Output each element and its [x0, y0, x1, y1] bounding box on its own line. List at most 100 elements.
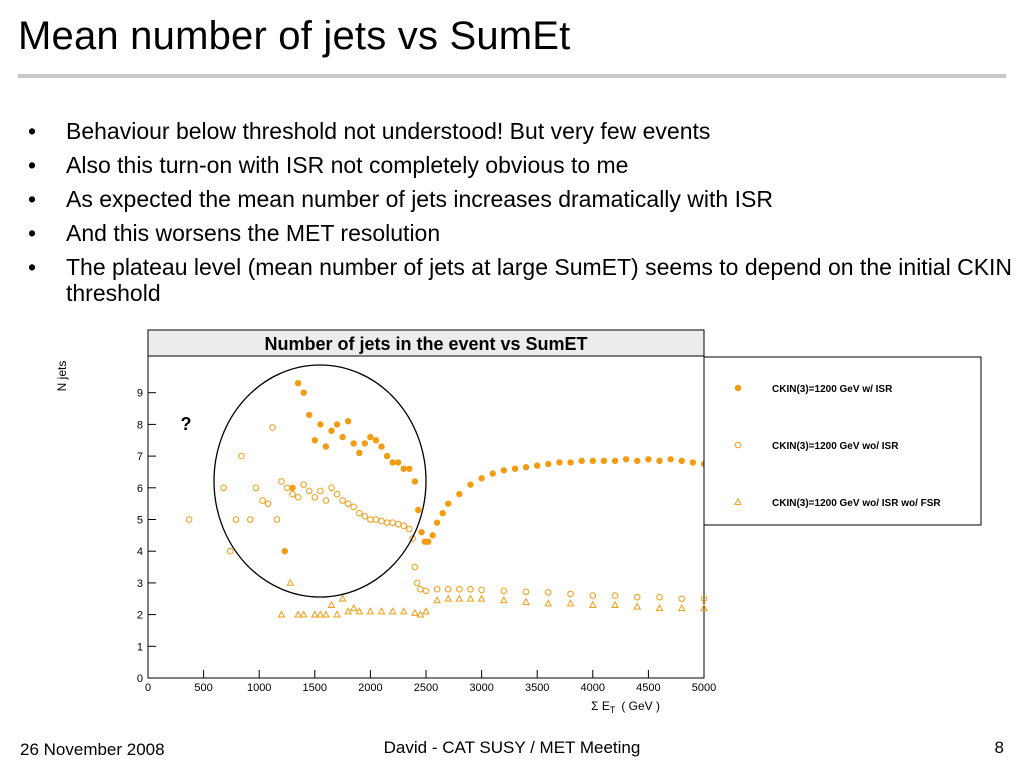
plot-frame — [147, 329, 705, 679]
data-point — [317, 421, 324, 428]
data-point — [444, 594, 453, 602]
bullet-text: Also this turn-on with ISR not completel… — [66, 152, 629, 178]
data-point — [418, 528, 425, 536]
data-point — [634, 457, 641, 465]
data-point — [232, 516, 240, 523]
data-point — [556, 459, 563, 466]
data-point — [283, 484, 291, 492]
data-point — [278, 478, 285, 485]
data-point — [544, 599, 553, 607]
x-axis-label: Σ ET ( GeV ) — [591, 699, 660, 715]
data-point — [467, 585, 474, 593]
data-point — [252, 484, 260, 492]
data-point — [333, 490, 341, 498]
x-tick-label: 4500 — [636, 682, 660, 694]
data-point — [500, 467, 508, 474]
footer-meeting: David - CAT SUSY / MET Meeting — [383, 738, 641, 757]
data-point — [678, 457, 685, 465]
legend-entry-label: CKIN(3)=1200 GeV w/ ISR — [772, 384, 893, 395]
data-point — [259, 497, 266, 504]
data-point — [445, 500, 452, 507]
data-point — [411, 478, 419, 485]
data-point — [377, 607, 386, 615]
x-tick-label: 4000 — [581, 682, 605, 694]
data-point — [238, 452, 245, 460]
data-point — [700, 604, 708, 612]
data-point — [350, 503, 358, 511]
legend: CKIN(3)=1200 GeV w/ ISR CKIN(3)=1200 GeV … — [734, 384, 941, 509]
data-point — [689, 459, 697, 466]
data-point — [311, 437, 318, 444]
data-point — [622, 456, 630, 463]
x-axis-label-unit: ( GeV ) — [621, 699, 660, 713]
data-point — [333, 610, 341, 618]
data-point — [311, 494, 319, 501]
y-axis-label: N jets — [55, 361, 69, 392]
data-point — [322, 497, 330, 504]
data-point — [400, 522, 408, 530]
data-point — [413, 579, 421, 587]
axis-ticks: 0 500 1000 1500 2000 2500 3000 3500 4000 4500 5000… — [137, 388, 716, 694]
bullet-item: • As expected the mean number of jets inc… — [28, 186, 1018, 212]
data-point — [339, 497, 346, 504]
data-point — [286, 578, 295, 586]
legend-entry-label: CKIN(3)=1200 GeV wo/ ISR wo/ FSR — [772, 498, 941, 509]
data-point — [656, 457, 663, 465]
bullet-item: • Also this turn-on with ISR not complete… — [28, 152, 1018, 178]
legend-entry-label: CKIN(3)=1200 GeV wo/ ISR — [772, 441, 899, 452]
data-point — [611, 592, 619, 599]
data-point — [372, 437, 380, 444]
data-point — [566, 599, 575, 607]
data-point — [425, 538, 432, 545]
x-tick-label: 0 — [145, 682, 151, 694]
bullet-symbol: • — [28, 186, 37, 212]
data-point — [273, 516, 281, 523]
slide-title: Mean number of jets vs SumEt — [18, 14, 571, 58]
data-point — [645, 456, 652, 463]
data-point — [300, 481, 307, 488]
data-point — [667, 456, 674, 463]
bullet-list: • Behaviour below threshold not understoo… — [28, 118, 1018, 314]
data-point — [328, 484, 335, 492]
data-point — [456, 490, 463, 498]
data-point — [366, 607, 375, 615]
data-point — [389, 459, 396, 466]
x-tick-label: 5000 — [692, 682, 716, 694]
data-point — [317, 487, 324, 495]
data-point — [289, 484, 296, 491]
data-point — [500, 596, 508, 604]
y-tick-label: 9 — [137, 388, 143, 400]
data-point — [349, 604, 358, 612]
data-point — [433, 585, 441, 593]
data-point — [611, 457, 619, 465]
data-points — [185, 379, 708, 618]
data-point — [422, 587, 430, 595]
bullet-text: Behaviour below threshold not understood… — [66, 118, 711, 144]
data-point — [344, 418, 352, 425]
data-point — [338, 594, 347, 602]
data-point — [306, 411, 313, 419]
data-point — [700, 595, 708, 603]
bullet-item: • Behaviour below threshold not understoo… — [28, 118, 1018, 144]
data-point — [677, 604, 686, 612]
data-point — [588, 600, 597, 608]
data-point — [633, 602, 642, 610]
data-point — [433, 519, 441, 526]
data-point — [455, 594, 464, 602]
data-point — [511, 465, 519, 472]
title-divider — [18, 74, 1006, 78]
data-point — [578, 457, 585, 465]
x-tick-label: 1500 — [303, 682, 327, 694]
data-point — [545, 589, 552, 596]
data-point — [247, 516, 254, 523]
chart-title: Number of jets in the event vs SumET — [264, 334, 587, 354]
data-point — [264, 500, 272, 507]
data-point — [409, 535, 416, 542]
data-point — [355, 509, 363, 517]
data-point — [333, 421, 341, 428]
data-point — [489, 470, 496, 477]
data-point — [361, 513, 369, 520]
data-point — [411, 608, 419, 616]
data-point — [395, 459, 402, 466]
bullet-text: As expected the mean number of jets incr… — [66, 186, 773, 212]
